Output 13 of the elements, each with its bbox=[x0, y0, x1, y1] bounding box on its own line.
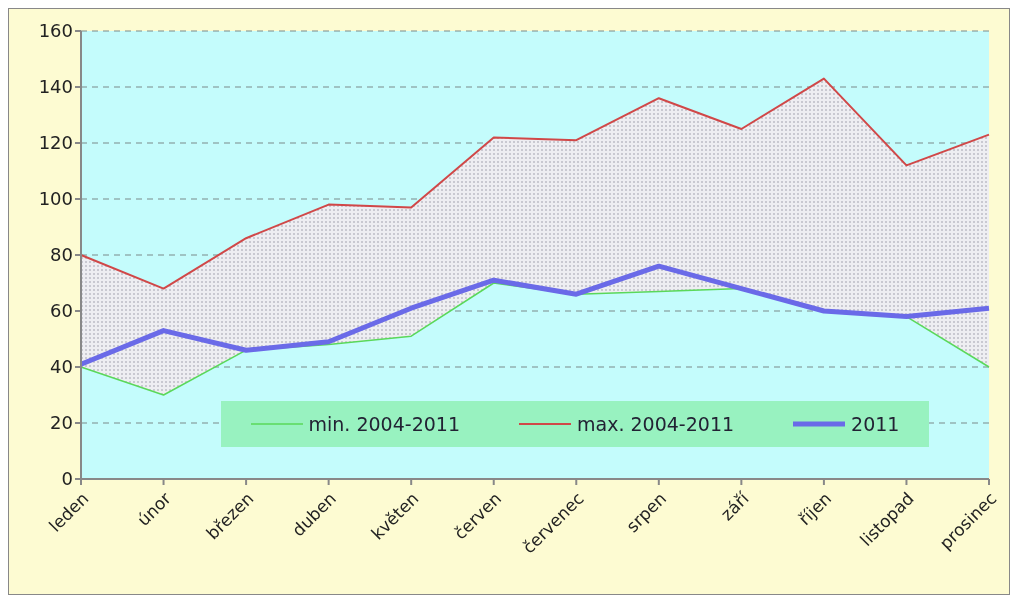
y-tick-label: 60 bbox=[50, 300, 73, 322]
y-tick-label: 140 bbox=[38, 76, 73, 98]
y-tick-label: 160 bbox=[38, 20, 73, 42]
legend-label: min. 2004-2011 bbox=[308, 413, 460, 435]
y-tick-label: 120 bbox=[38, 132, 73, 154]
y-tick-label: 40 bbox=[50, 356, 73, 378]
y-tick-label: 80 bbox=[50, 244, 73, 266]
line-series bbox=[80, 77, 990, 290]
y-tick-label: 0 bbox=[61, 468, 73, 490]
y-tick-label: 100 bbox=[38, 188, 73, 210]
y-tick-label: 20 bbox=[50, 412, 73, 434]
legend-label: max. 2004-2011 bbox=[577, 413, 735, 435]
legend-label: 2011 bbox=[851, 413, 900, 435]
